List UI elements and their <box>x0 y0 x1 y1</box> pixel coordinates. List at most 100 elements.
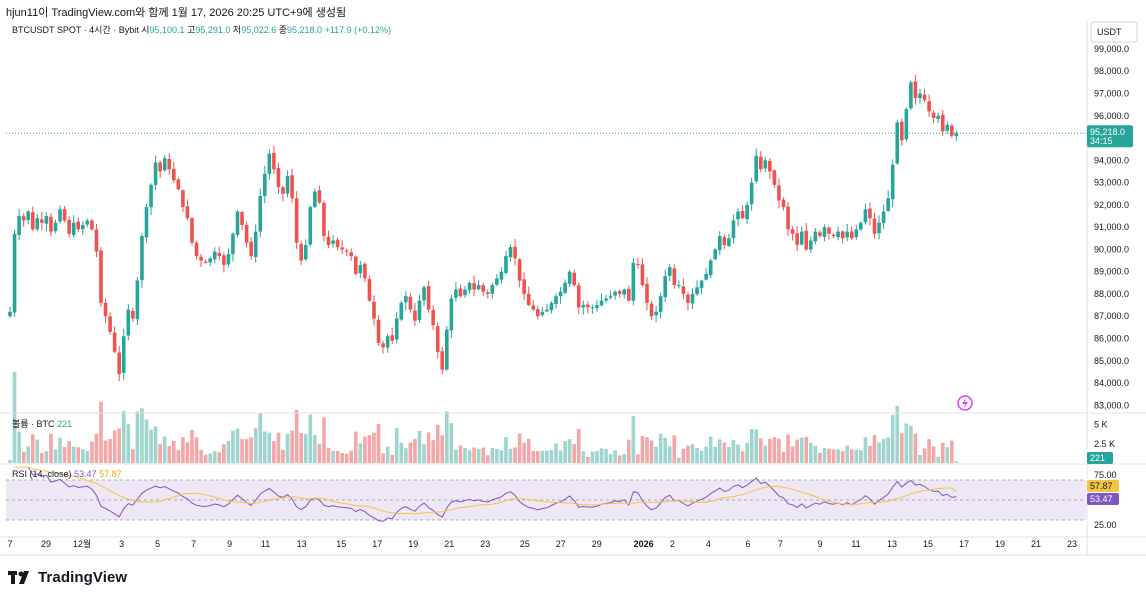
candle <box>303 239 308 262</box>
candle-body <box>554 296 558 305</box>
candle-body <box>936 115 940 120</box>
volume-bar <box>340 452 344 463</box>
candle <box>21 213 26 227</box>
candle-body <box>708 260 713 276</box>
candle-body <box>40 219 44 223</box>
candle <box>340 240 344 255</box>
volume-bar <box>590 451 595 463</box>
candle-body <box>8 311 12 317</box>
volume-bar <box>99 401 103 463</box>
time-tick-label: 27 <box>556 539 566 549</box>
candle <box>381 340 385 354</box>
volume-bar <box>194 437 199 463</box>
candle-body <box>313 191 317 208</box>
candle <box>167 153 172 176</box>
lightning-icon[interactable] <box>957 395 973 411</box>
volume-bar <box>595 451 599 463</box>
time-tick-label: 21 <box>1031 539 1041 549</box>
volume-bar <box>608 454 613 463</box>
candle <box>649 300 654 320</box>
candle-body <box>827 227 831 234</box>
volume-bar <box>331 450 335 463</box>
candle <box>149 183 153 216</box>
candle-body <box>99 250 103 303</box>
candle-body <box>799 231 804 245</box>
candle-body <box>208 258 212 263</box>
candle-body <box>713 249 718 260</box>
volume-bar <box>922 448 927 463</box>
volume-bar <box>140 408 144 463</box>
volume-bar <box>690 444 695 463</box>
tradingview-logo[interactable]: TradingView <box>8 569 127 586</box>
volume-bar <box>636 454 640 463</box>
volume-bar <box>890 414 895 463</box>
volume-bar <box>281 449 285 463</box>
candle-body <box>335 239 340 248</box>
candle-body <box>595 305 599 308</box>
candle-body <box>758 156 763 170</box>
candle <box>445 325 449 371</box>
volume-bar <box>17 431 21 463</box>
candle-body <box>140 236 144 280</box>
legend-close: 95,218.0 <box>287 25 325 35</box>
volume-bar <box>868 445 872 463</box>
candle-body <box>836 231 840 238</box>
volume-bar <box>886 437 890 463</box>
candle-body <box>890 164 895 200</box>
volume-bar <box>895 405 900 463</box>
time-tick-label: 13 <box>887 539 897 549</box>
candle <box>331 235 335 248</box>
volume-bar <box>772 437 777 463</box>
candle-body <box>267 153 272 174</box>
candle-body <box>490 285 495 294</box>
candle <box>859 221 863 232</box>
candle <box>390 327 394 345</box>
candle-body <box>299 243 303 261</box>
candle-body <box>686 294 690 303</box>
volume-bar <box>827 448 831 463</box>
candle-body <box>381 343 385 348</box>
candle <box>135 276 140 325</box>
candle-body <box>363 263 367 279</box>
volume-bar <box>431 440 435 463</box>
candle-body <box>258 195 263 232</box>
volume-bar <box>813 445 818 463</box>
candle <box>740 205 745 220</box>
candle-body <box>49 216 53 232</box>
candle <box>203 259 208 264</box>
candle-body <box>422 287 426 301</box>
candle <box>495 273 499 287</box>
volume-bar <box>422 444 426 463</box>
candle <box>581 300 586 315</box>
candle-body <box>190 218 194 243</box>
candle <box>554 293 558 309</box>
candle <box>849 226 854 241</box>
candle-body <box>117 352 121 375</box>
candle-body <box>809 240 813 250</box>
candle <box>8 306 12 318</box>
rsi-pane[interactable] <box>6 466 1086 522</box>
rsi-tick-label: 75.00 <box>1094 470 1117 480</box>
volume-bar <box>162 436 167 463</box>
candle <box>112 326 117 354</box>
candle <box>17 208 21 241</box>
candle-body <box>526 293 531 306</box>
candle-body <box>909 82 913 109</box>
volume-bar <box>508 448 513 463</box>
candle-body <box>62 209 67 221</box>
price-pane[interactable] <box>6 74 1087 411</box>
volume-bar <box>809 442 813 463</box>
price-tick-label: 98,000.0 <box>1094 66 1129 76</box>
price-tick-label: 93,000.0 <box>1094 178 1129 188</box>
candle <box>745 201 749 224</box>
volume-pane[interactable] <box>8 371 959 463</box>
candle-body <box>240 212 244 225</box>
volume-bar <box>686 445 690 463</box>
candle <box>290 168 294 203</box>
candle-body <box>804 230 809 250</box>
volume-bar <box>49 433 53 463</box>
time-tick-label: 9 <box>817 539 822 549</box>
rsi-ma-tag-value: 57.87 <box>1090 481 1113 491</box>
candle <box>777 178 781 209</box>
